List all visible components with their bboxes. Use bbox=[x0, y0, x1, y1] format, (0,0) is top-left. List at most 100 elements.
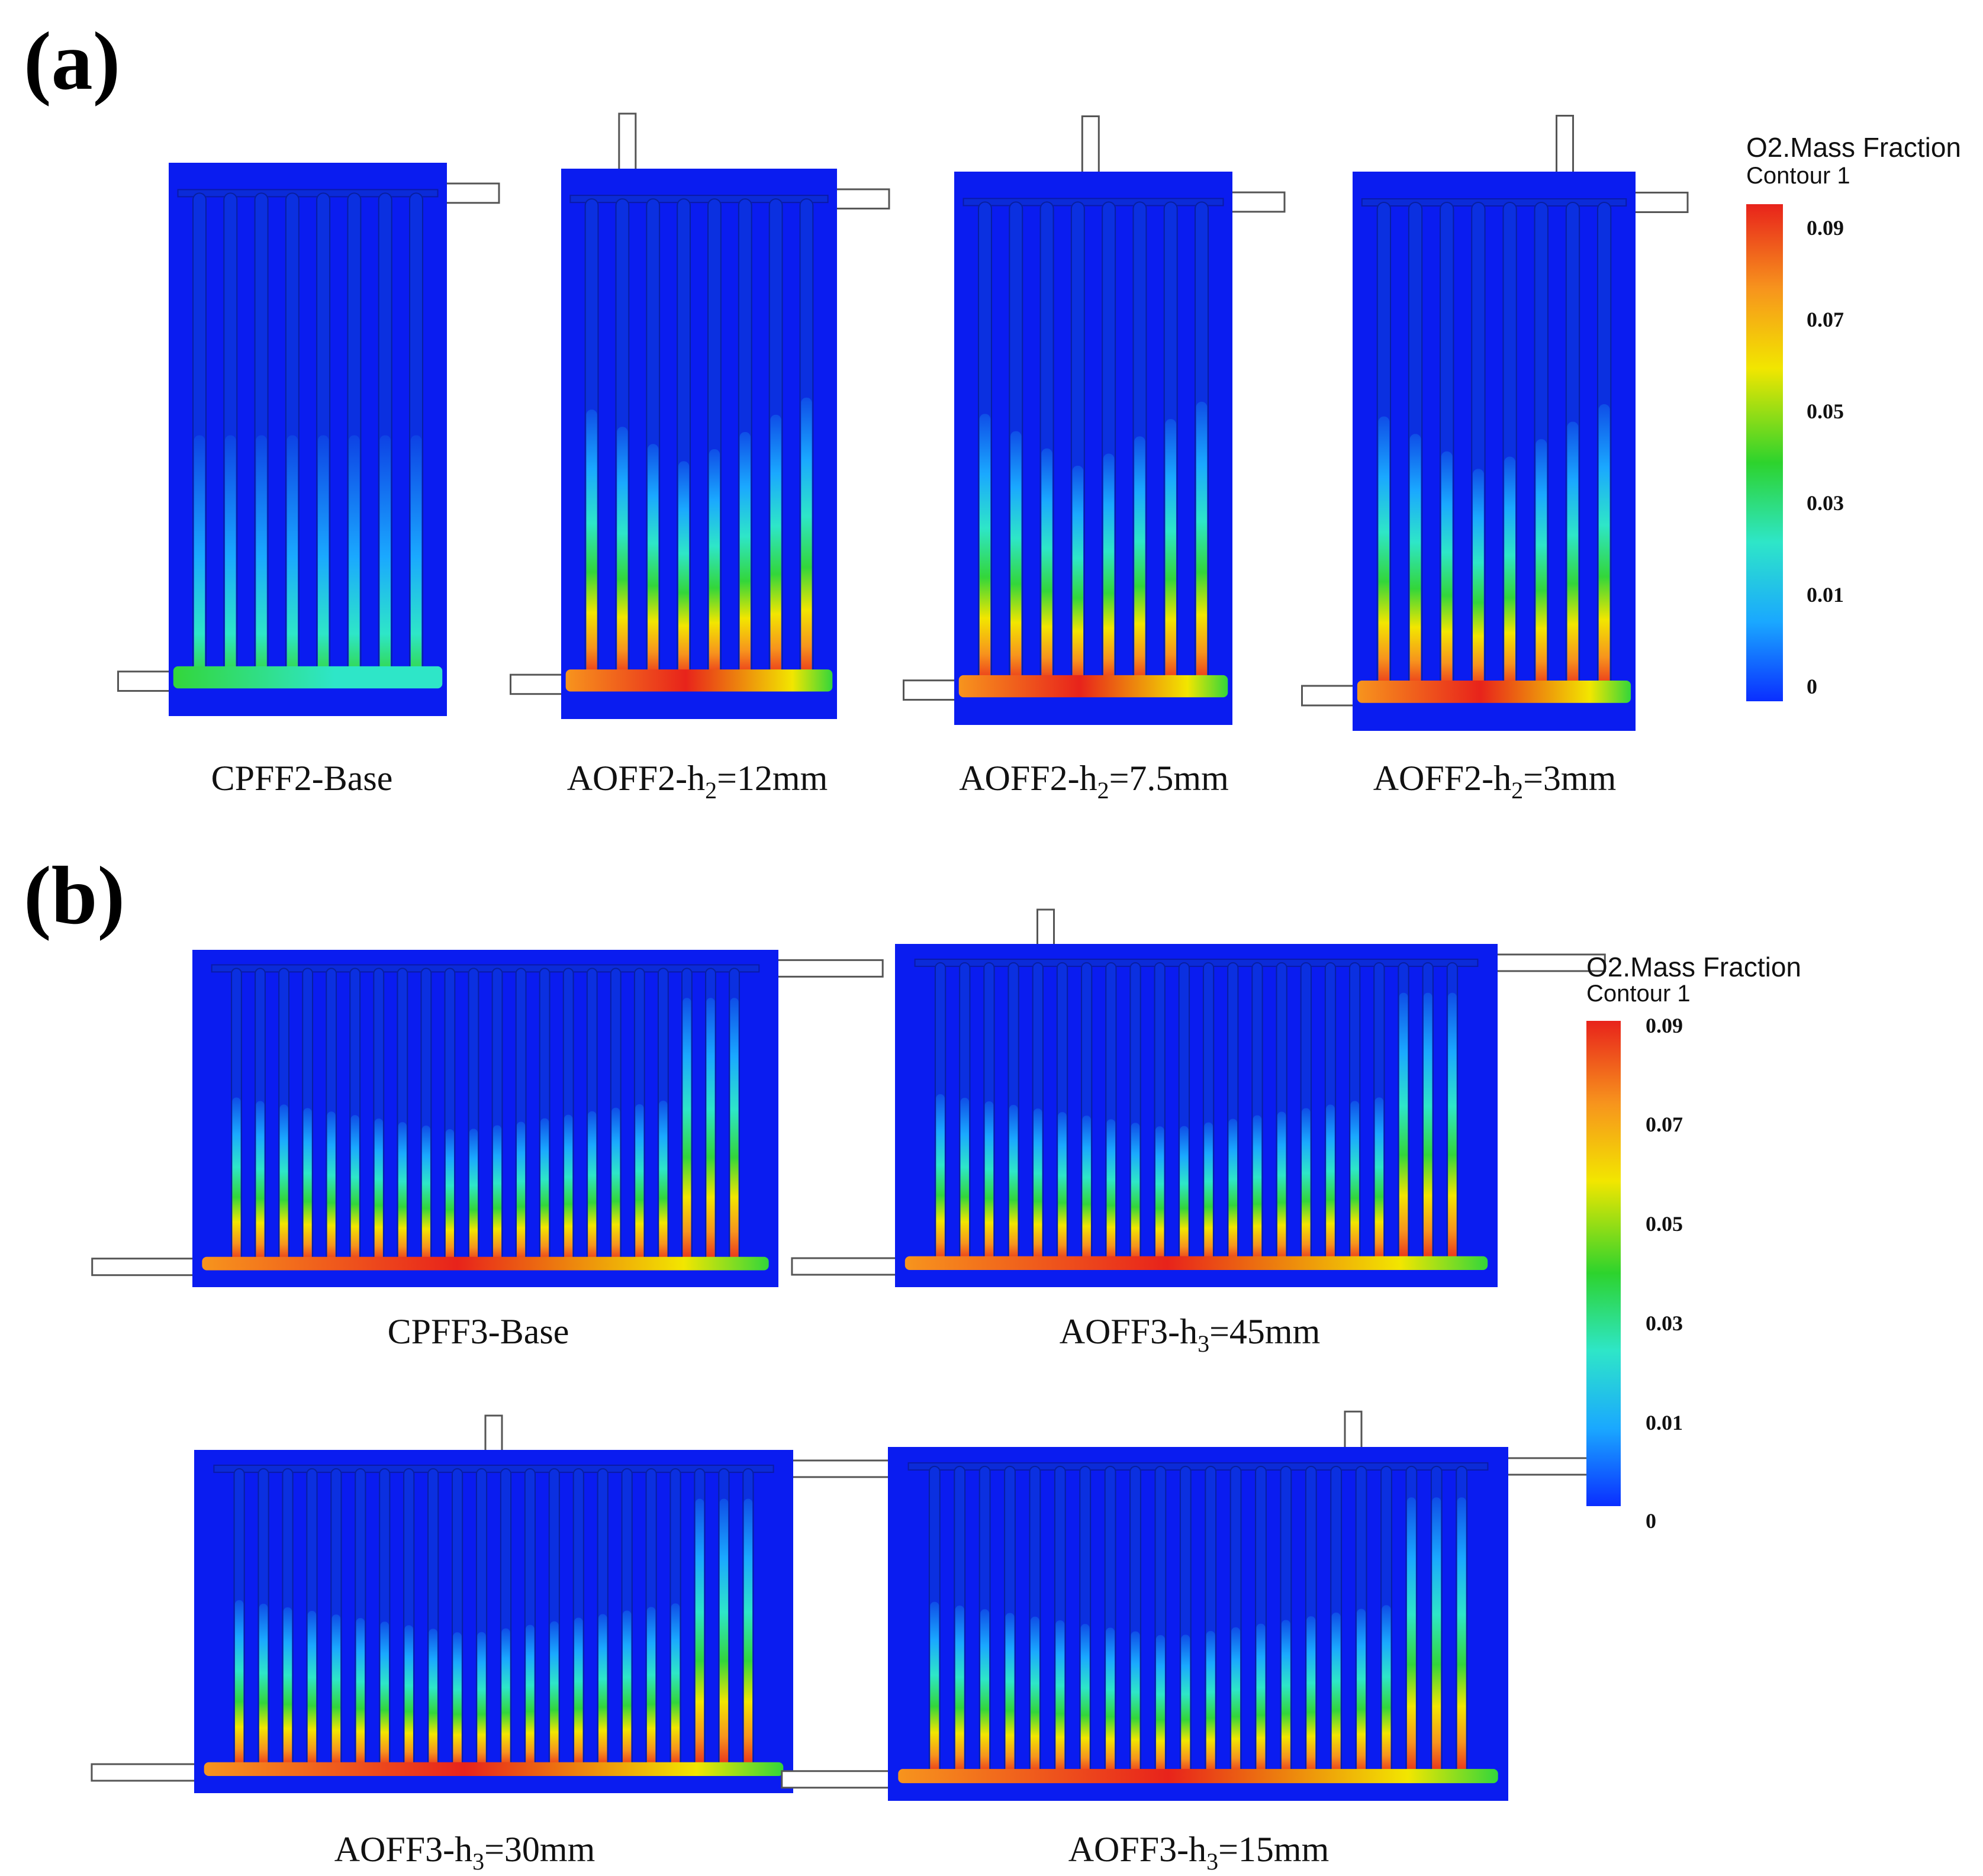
field-background bbox=[1353, 172, 1636, 731]
concentration-plume bbox=[350, 1115, 359, 1264]
caption-aoff2-h2-7-5mm: AOFF2-h2=7.5mm bbox=[959, 759, 1229, 804]
concentration-plume bbox=[598, 1614, 607, 1769]
contour-aoff3-h3-45mm bbox=[791, 908, 1606, 1287]
concentration-plume bbox=[1382, 1605, 1391, 1777]
concentration-plume bbox=[1357, 1609, 1366, 1777]
concentration-plume bbox=[1204, 1122, 1213, 1263]
concentration-plume bbox=[1131, 1123, 1140, 1263]
concentration-plume bbox=[678, 461, 690, 681]
concentration-plume bbox=[743, 1498, 753, 1769]
concentration-plume bbox=[374, 1118, 383, 1264]
concentration-plume bbox=[379, 435, 391, 678]
contour-aoff2-h2-7-5mm bbox=[903, 115, 1286, 725]
colorbar-tick: 0.07 bbox=[1807, 308, 1844, 331]
concentration-plume bbox=[955, 1606, 964, 1777]
caption-aoff2-h2-12mm: AOFF2-h2=12mm bbox=[567, 759, 828, 804]
concentration-plume bbox=[936, 1094, 945, 1263]
concentration-plume bbox=[1009, 1105, 1018, 1263]
concentration-plume bbox=[1165, 419, 1176, 686]
concentration-plume bbox=[1072, 466, 1084, 686]
outlet-port bbox=[117, 671, 172, 692]
colorbar-tick: 0.01 bbox=[1646, 1411, 1683, 1435]
concentration-plume bbox=[1196, 401, 1208, 686]
concentration-plume bbox=[194, 435, 205, 678]
colorbar-tick: 0.09 bbox=[1646, 1014, 1683, 1037]
concentration-plume bbox=[930, 1601, 939, 1777]
inlet-port bbox=[445, 182, 500, 204]
colorbar-tick: 0.09 bbox=[1807, 216, 1844, 240]
concentration-plume bbox=[256, 435, 267, 678]
concentration-plume bbox=[564, 1114, 573, 1264]
inlet-port bbox=[776, 959, 884, 978]
concentration-plume bbox=[1106, 1627, 1115, 1777]
field-background bbox=[194, 1450, 793, 1793]
colorbar-tick: 0.01 bbox=[1807, 583, 1844, 607]
concentration-plume bbox=[1448, 992, 1457, 1263]
concentration-plume bbox=[1504, 456, 1515, 692]
colorbar-b: O2.Mass Fraction Contour 1 0.09 0.07 0.0… bbox=[1586, 952, 1801, 1533]
bottom-collector bbox=[1357, 680, 1631, 703]
concentration-plume bbox=[307, 1611, 317, 1769]
outlet-port bbox=[510, 673, 565, 695]
concentration-plume bbox=[492, 1125, 502, 1264]
panel-label-a: (a) bbox=[24, 15, 120, 107]
concentration-plume bbox=[404, 1625, 413, 1769]
concentration-plume bbox=[1030, 1616, 1039, 1777]
concentration-plume bbox=[279, 1104, 288, 1264]
concentration-plume bbox=[429, 1629, 437, 1769]
colorbar-subtitle: Contour 1 bbox=[1586, 981, 1691, 1007]
colorbar-tick: 0.03 bbox=[1646, 1311, 1683, 1335]
concentration-plume bbox=[1005, 1613, 1015, 1777]
colorbar-tick: 0.07 bbox=[1646, 1113, 1683, 1136]
outlet-port bbox=[781, 1770, 894, 1789]
concentration-plume bbox=[671, 1603, 680, 1769]
colorbar-subtitle: Contour 1 bbox=[1746, 163, 1850, 189]
concentration-plume bbox=[1155, 1635, 1165, 1777]
colorbar-tick: 0.05 bbox=[1646, 1212, 1683, 1236]
concentration-plume bbox=[550, 1621, 559, 1769]
auxiliary-inlet-port bbox=[618, 112, 637, 172]
top-manifold bbox=[177, 189, 439, 198]
concentration-plume bbox=[234, 1600, 244, 1769]
concentration-plume bbox=[1034, 1108, 1042, 1263]
outlet-port bbox=[1301, 685, 1356, 707]
top-manifold bbox=[1361, 198, 1627, 207]
concentration-plume bbox=[1277, 1111, 1286, 1263]
bottom-collector bbox=[173, 666, 443, 689]
top-manifold bbox=[914, 958, 1479, 967]
concentration-plume bbox=[1350, 1101, 1359, 1263]
concentration-plume bbox=[1180, 1126, 1189, 1263]
field-background bbox=[895, 944, 1498, 1287]
contour-cpff2-base bbox=[117, 163, 500, 716]
auxiliary-inlet-port bbox=[1556, 115, 1574, 175]
auxiliary-inlet-port bbox=[1036, 908, 1055, 947]
concentration-plume bbox=[709, 449, 720, 681]
concentration-plume bbox=[1432, 1497, 1441, 1777]
concentration-plume bbox=[303, 1108, 312, 1264]
concentration-plume bbox=[1423, 992, 1432, 1263]
auxiliary-inlet-port bbox=[1344, 1410, 1363, 1450]
top-manifold bbox=[211, 964, 760, 973]
bottom-collector bbox=[958, 675, 1228, 698]
concentration-plume bbox=[1399, 992, 1408, 1263]
concentration-plume bbox=[984, 1101, 994, 1263]
concentration-plume bbox=[349, 435, 360, 678]
concentration-plume bbox=[611, 1107, 620, 1264]
concentration-plume bbox=[380, 1622, 389, 1769]
concentration-plume bbox=[801, 397, 812, 681]
concentration-plume bbox=[1055, 1620, 1065, 1777]
concentration-plume bbox=[1374, 1097, 1384, 1263]
concentration-plume bbox=[1281, 1620, 1290, 1777]
concentration-plume bbox=[232, 1097, 241, 1264]
concentration-plume bbox=[1131, 1631, 1140, 1777]
concentration-plume bbox=[1457, 1497, 1466, 1777]
concentration-plume bbox=[1409, 434, 1421, 692]
contour-aoff3-h3-30mm bbox=[91, 1414, 901, 1793]
concentration-plume bbox=[622, 1610, 632, 1769]
bottom-collector bbox=[202, 1256, 769, 1271]
concentration-plume bbox=[1598, 404, 1610, 692]
concentration-plume bbox=[646, 1607, 656, 1769]
caption-cpff3-base: CPFF3-Base bbox=[388, 1312, 569, 1351]
concentration-plume bbox=[398, 1122, 407, 1264]
concentration-plume bbox=[1473, 469, 1484, 692]
